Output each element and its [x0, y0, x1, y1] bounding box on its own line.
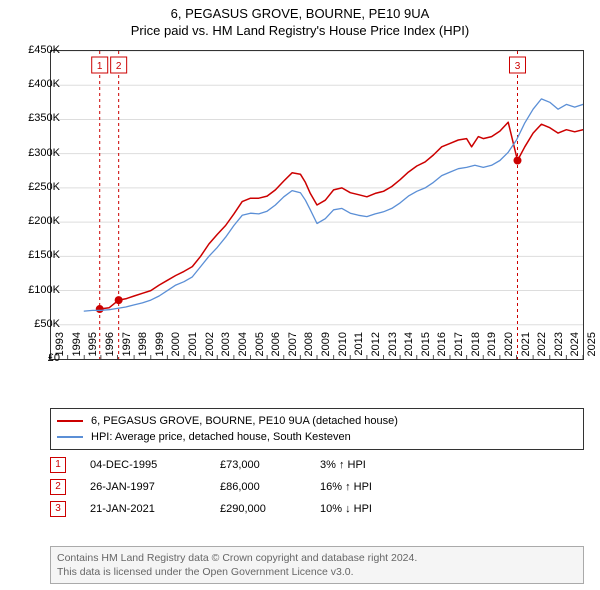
- x-tick-label: 2017: [453, 332, 465, 366]
- x-tick-label: 2003: [220, 332, 232, 366]
- chart-title-line1: 6, PEGASUS GROVE, BOURNE, PE10 9UA: [10, 6, 590, 21]
- chart-area: 1 2 3: [50, 50, 584, 360]
- x-tick-label: 1998: [137, 332, 149, 366]
- x-tick-label: 2009: [320, 332, 332, 366]
- tx-marker-num: 2: [55, 482, 61, 492]
- y-tick-label: £400K: [16, 78, 60, 90]
- tx-diff: 16% ↑ HPI: [320, 481, 440, 493]
- x-tick-label: 2025: [586, 332, 598, 366]
- legend: 6, PEGASUS GROVE, BOURNE, PE10 9UA (deta…: [50, 408, 584, 450]
- tx-price: £86,000: [220, 481, 320, 493]
- x-tick-label: 2023: [553, 332, 565, 366]
- table-row: 2 26-JAN-1997 £86,000 16% ↑ HPI: [50, 476, 584, 498]
- attribution-line1: Contains HM Land Registry data © Crown c…: [57, 551, 577, 565]
- x-tick-label: 2004: [237, 332, 249, 366]
- legend-swatch: [57, 436, 83, 438]
- x-tick-label: 2011: [353, 332, 365, 366]
- y-tick-label: £200K: [16, 215, 60, 227]
- chart-title-block: 6, PEGASUS GROVE, BOURNE, PE10 9UA Price…: [0, 0, 600, 40]
- x-tick-label: 1993: [54, 332, 66, 366]
- tx-date: 04-DEC-1995: [66, 459, 220, 471]
- x-tick-label: 2024: [569, 332, 581, 366]
- transactions-table: 1 04-DEC-1995 £73,000 3% ↑ HPI 2 26-JAN-…: [50, 454, 584, 520]
- x-tick-label: 1996: [104, 332, 116, 366]
- x-tick-label: 1997: [121, 332, 133, 366]
- x-tick-label: 2022: [536, 332, 548, 366]
- legend-label: HPI: Average price, detached house, Sout…: [91, 431, 351, 443]
- y-tick-label: £350K: [16, 112, 60, 124]
- tx-marker-box: 2: [50, 479, 66, 495]
- tx-marker-box: 3: [50, 501, 66, 517]
- x-tick-label: 1994: [71, 332, 83, 366]
- x-tick-label: 2005: [254, 332, 266, 366]
- x-tick-label: 1999: [154, 332, 166, 366]
- tx-date: 21-JAN-2021: [66, 503, 220, 515]
- legend-item: HPI: Average price, detached house, Sout…: [57, 429, 577, 445]
- x-tick-label: 2012: [370, 332, 382, 366]
- x-tick-label: 2002: [204, 332, 216, 366]
- attribution-line2: This data is licensed under the Open Gov…: [57, 565, 577, 579]
- x-tick-label: 2001: [187, 332, 199, 366]
- tx-marker-box: 1: [50, 457, 66, 473]
- y-tick-label: £100K: [16, 284, 60, 296]
- legend-item: 6, PEGASUS GROVE, BOURNE, PE10 9UA (deta…: [57, 413, 577, 429]
- x-tick-label: 2016: [436, 332, 448, 366]
- y-tick-label: £250K: [16, 181, 60, 193]
- x-tick-label: 2018: [470, 332, 482, 366]
- x-tick-label: 2021: [520, 332, 532, 366]
- tx-marker-num: 3: [55, 504, 61, 514]
- tx-price: £73,000: [220, 459, 320, 471]
- y-tick-label: £450K: [16, 44, 60, 56]
- plot-box: 1 2 3: [50, 50, 584, 360]
- tx-diff: 10% ↓ HPI: [320, 503, 440, 515]
- attribution-box: Contains HM Land Registry data © Crown c…: [50, 546, 584, 584]
- x-tick-label: 2000: [170, 332, 182, 366]
- tx-price: £290,000: [220, 503, 320, 515]
- x-tick-label: 2006: [270, 332, 282, 366]
- x-tick-label: 2007: [287, 332, 299, 366]
- table-row: 3 21-JAN-2021 £290,000 10% ↓ HPI: [50, 498, 584, 520]
- x-tick-label: 2020: [503, 332, 515, 366]
- tx-marker-num: 1: [55, 460, 61, 470]
- plot-svg: 1 2 3: [51, 51, 583, 359]
- svg-text:2: 2: [116, 61, 122, 72]
- svg-text:1: 1: [97, 61, 103, 72]
- y-tick-label: £300K: [16, 147, 60, 159]
- x-tick-label: 2019: [486, 332, 498, 366]
- x-tick-label: 2010: [337, 332, 349, 366]
- x-tick-label: 2015: [420, 332, 432, 366]
- x-tick-label: 1995: [87, 332, 99, 366]
- legend-label: 6, PEGASUS GROVE, BOURNE, PE10 9UA (deta…: [91, 415, 398, 427]
- x-tick-label: 2013: [387, 332, 399, 366]
- legend-swatch: [57, 420, 83, 422]
- tx-diff: 3% ↑ HPI: [320, 459, 440, 471]
- tx-date: 26-JAN-1997: [66, 481, 220, 493]
- y-tick-label: £50K: [16, 318, 60, 330]
- x-tick-label: 2008: [303, 332, 315, 366]
- table-row: 1 04-DEC-1995 £73,000 3% ↑ HPI: [50, 454, 584, 476]
- y-tick-label: £150K: [16, 249, 60, 261]
- chart-title-line2: Price paid vs. HM Land Registry's House …: [10, 23, 590, 38]
- svg-text:3: 3: [515, 61, 521, 72]
- x-tick-label: 2014: [403, 332, 415, 366]
